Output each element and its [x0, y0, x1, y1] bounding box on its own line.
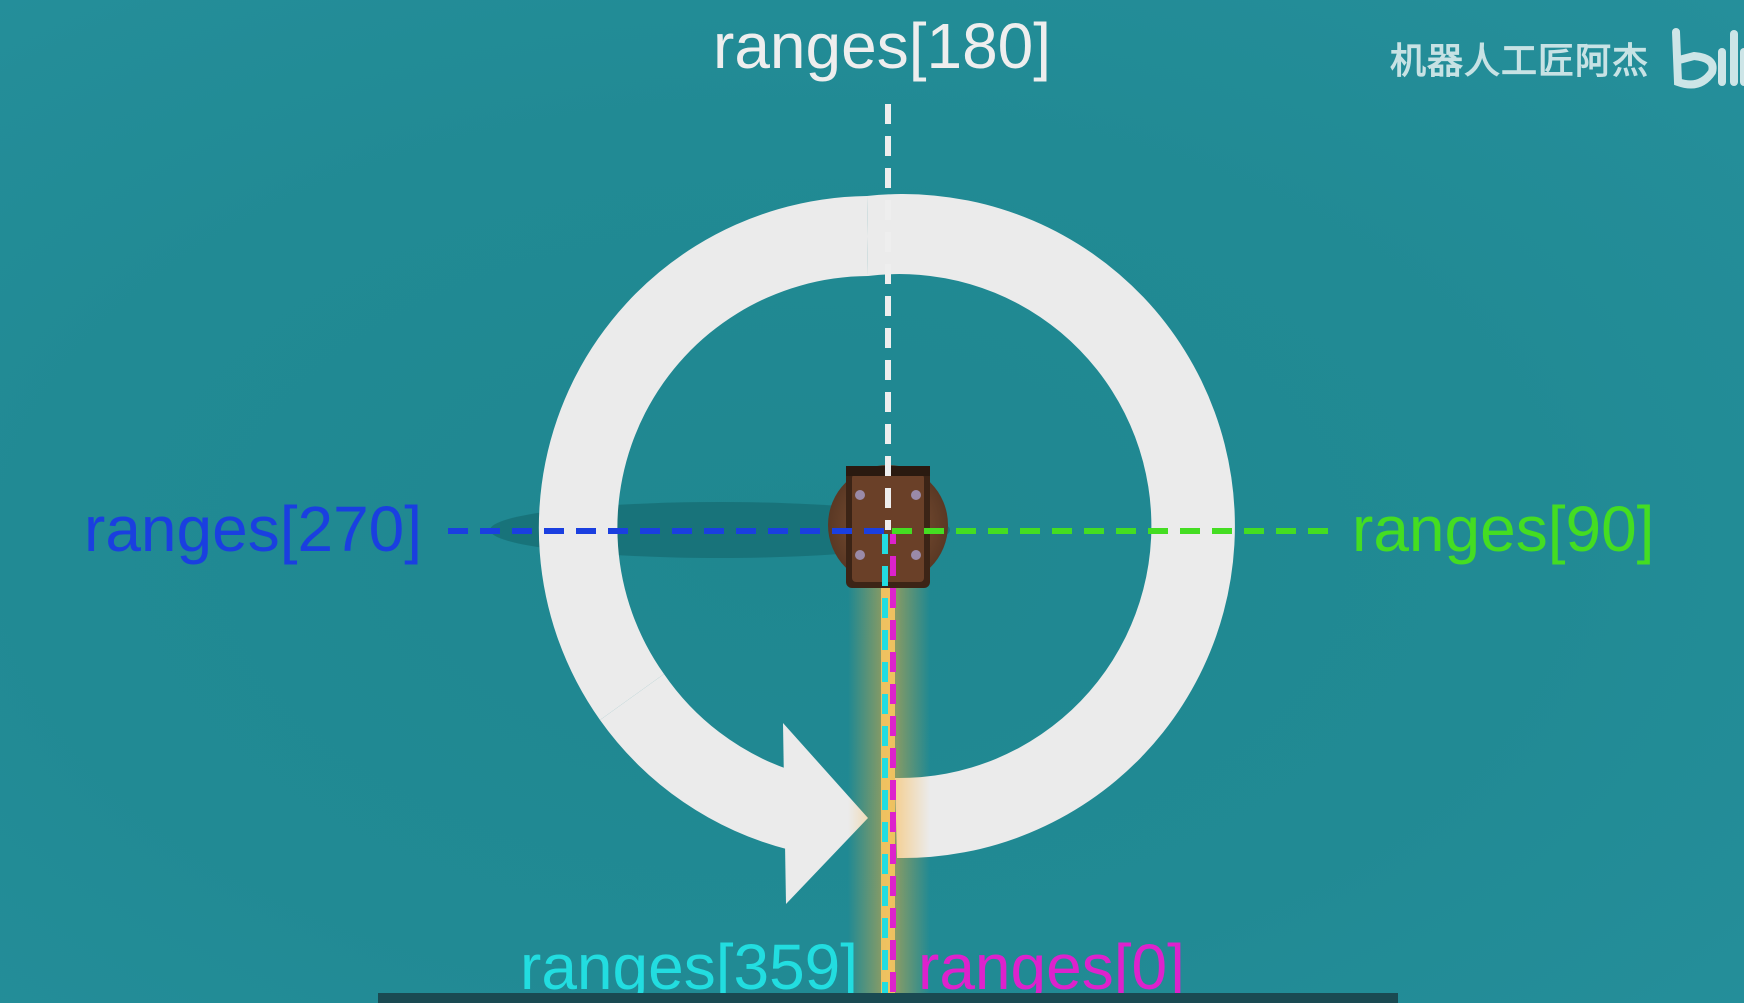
- bilibili-logo-icon: [1672, 28, 1744, 89]
- ranges-0-label: ranges[0]: [918, 931, 1185, 1003]
- ranges-180-label: ranges[180]: [713, 10, 1052, 82]
- video-progress-strip: [378, 993, 1398, 1003]
- ranges-90-label: ranges[90]: [1352, 493, 1655, 565]
- watermark-text: 机器人工匠阿杰: [1390, 41, 1650, 82]
- clockwise-arrow-icon: [538, 194, 1235, 904]
- ranges-359-label: ranges[359]: [520, 931, 859, 1003]
- ranges-270-label: ranges[270]: [84, 493, 423, 565]
